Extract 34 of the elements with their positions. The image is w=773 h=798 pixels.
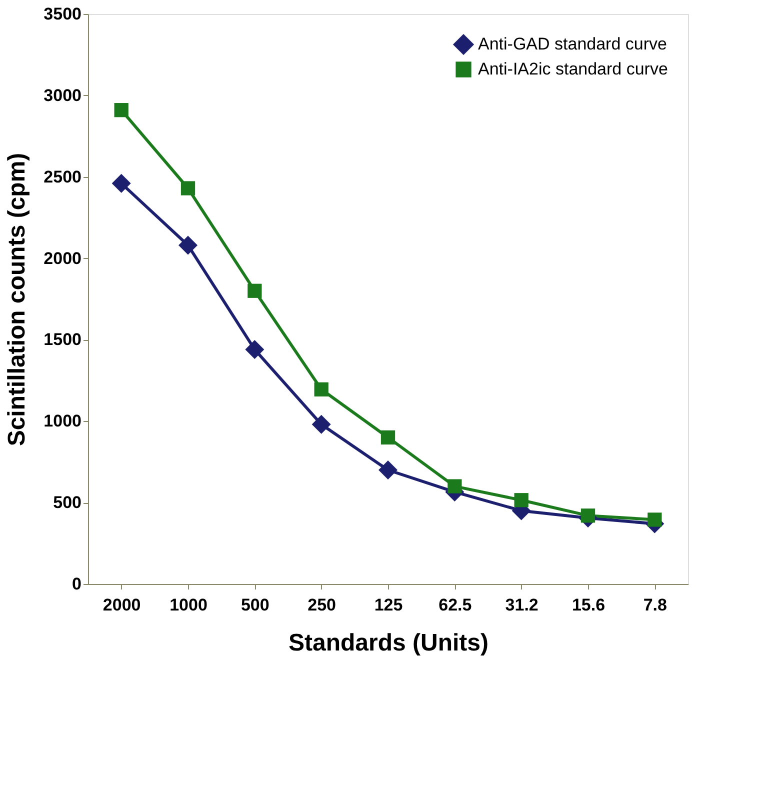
x-axis-title: Standards (Units) [288, 630, 489, 656]
point [648, 512, 662, 527]
point [314, 382, 328, 396]
y-tick-label: 3500 [44, 4, 82, 24]
x-tick-label: 15.6 [572, 596, 606, 614]
y-tick-label: 500 [53, 493, 82, 512]
point [178, 236, 198, 255]
y-axis-title: Scintillation counts (cpm) [4, 152, 31, 446]
point [180, 181, 196, 196]
point [514, 493, 528, 508]
y-tick-label: 3000 [44, 86, 82, 105]
y-tick-label: 2000 [44, 248, 82, 268]
x-tick-label: 125 [374, 596, 403, 614]
x-tick-label: 500 [240, 596, 270, 614]
x-tick-label: 7.8 [643, 596, 667, 614]
x-tick-label: 250 [308, 596, 336, 614]
y-tick-label: 2500 [44, 167, 82, 186]
point [112, 174, 131, 193]
x-tick-label: 62.5 [438, 596, 472, 614]
point [448, 479, 462, 494]
point [245, 340, 264, 359]
y-tick-label: 1000 [44, 412, 82, 431]
legend-label: Anti-IA2ic standard curve [478, 60, 668, 78]
y-tick-label: 1500 [44, 330, 82, 350]
point [114, 103, 128, 118]
point [380, 430, 396, 444]
x-tick-label: 31.2 [505, 596, 538, 614]
x-tick-label: 1000 [170, 596, 208, 614]
point [248, 284, 262, 298]
legend-label: Anti-GAD standard curve [478, 34, 667, 54]
x-tick-label: 2000 [102, 596, 141, 614]
point [378, 460, 398, 480]
y-tick-label: 0 [72, 574, 82, 594]
point [312, 414, 331, 434]
